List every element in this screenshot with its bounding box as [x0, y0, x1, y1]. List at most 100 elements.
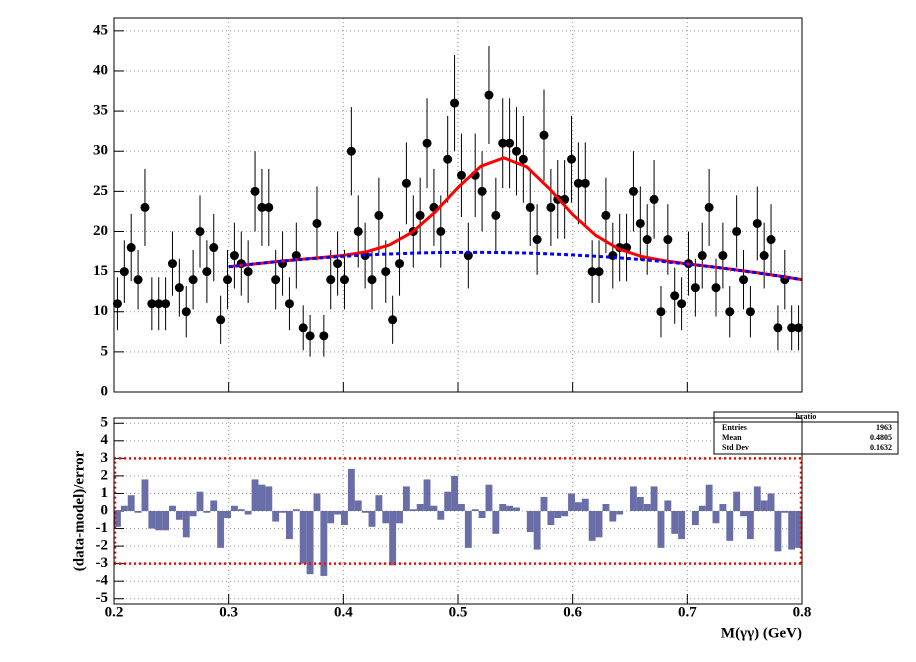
- data-point: [195, 226, 205, 236]
- data-point: [704, 202, 714, 212]
- y-tick-label: -4: [96, 573, 109, 589]
- bar: [499, 503, 507, 511]
- data-point: [752, 218, 762, 228]
- data-point: [443, 154, 453, 164]
- data-point: [450, 98, 460, 108]
- data-point: [573, 178, 583, 188]
- bar: [753, 486, 761, 511]
- bar: [402, 486, 410, 511]
- x-tick-label: 0.4: [334, 604, 353, 620]
- data-point: [326, 275, 336, 285]
- data-point: [511, 146, 521, 156]
- data-point: [381, 267, 391, 277]
- bar: [636, 496, 644, 511]
- data-point: [284, 299, 294, 309]
- data-point: [732, 226, 742, 236]
- data-point: [367, 275, 377, 285]
- bar: [568, 493, 575, 511]
- bar: [478, 511, 486, 519]
- bar: [306, 511, 314, 575]
- data-point: [346, 146, 356, 156]
- frame: [113, 417, 803, 605]
- data-point: [642, 235, 652, 245]
- bar: [279, 511, 286, 513]
- bar: [286, 511, 293, 540]
- bar: [347, 468, 355, 511]
- y-tick-label: -1: [96, 520, 109, 536]
- bar: [189, 511, 197, 517]
- data-point: [725, 307, 735, 317]
- data-point: [188, 275, 198, 285]
- data-point: [525, 202, 535, 212]
- bar: [691, 511, 699, 526]
- data-point: [174, 283, 184, 293]
- bar: [705, 484, 713, 511]
- bar: [437, 511, 445, 520]
- bar: [458, 503, 465, 511]
- data-point: [656, 307, 666, 317]
- bar: [210, 500, 218, 511]
- y-tick-label: 45: [93, 22, 108, 38]
- data-point: [670, 291, 680, 301]
- bar: [471, 509, 479, 511]
- bar: [292, 509, 300, 511]
- bar: [175, 511, 183, 520]
- data-point: [250, 186, 260, 196]
- bar: [230, 505, 238, 511]
- bar: [547, 511, 555, 526]
- bar: [251, 479, 259, 511]
- bar: [678, 511, 686, 540]
- data-point: [463, 251, 473, 261]
- data-point: [119, 267, 129, 277]
- fit-curve: [228, 250, 803, 282]
- data-point: [505, 138, 515, 148]
- data-point: [456, 170, 466, 180]
- bar: [712, 511, 720, 524]
- data-point: [305, 331, 315, 341]
- data-point: [546, 202, 556, 212]
- y-axis-title: (data-model)/error: [71, 450, 87, 571]
- x-tick-label: 0.5: [449, 604, 468, 620]
- y-tick-label: 10: [93, 303, 108, 319]
- stats-label: Entries: [722, 423, 747, 432]
- bar: [114, 511, 121, 527]
- data-point: [436, 226, 446, 236]
- data-point: [491, 210, 501, 220]
- data-point: [697, 251, 707, 261]
- data-point: [690, 283, 700, 293]
- data-point: [484, 90, 494, 100]
- bar: [554, 511, 562, 519]
- bar: [196, 491, 204, 511]
- bar: [334, 511, 342, 515]
- bar: [258, 484, 266, 511]
- bar: [630, 486, 637, 511]
- data-point: [223, 275, 233, 285]
- bar: [120, 505, 128, 511]
- bar: [134, 511, 142, 513]
- bar: [368, 511, 376, 527]
- bar: [643, 503, 651, 511]
- data-point: [181, 307, 191, 317]
- y-tick-label: 25: [93, 183, 108, 199]
- data-point: [298, 323, 308, 333]
- data-point: [649, 194, 659, 204]
- bar: [588, 511, 596, 541]
- bar: [746, 511, 754, 540]
- y-tick-label: 15: [93, 263, 108, 279]
- data-point: [580, 178, 590, 188]
- bar: [726, 511, 734, 541]
- y-tick-label: -5: [96, 590, 109, 606]
- bar: [609, 511, 617, 522]
- bar: [265, 486, 273, 511]
- bar: [740, 511, 747, 517]
- bar: [299, 511, 307, 564]
- bar: [767, 493, 775, 511]
- data-point: [794, 323, 804, 333]
- data-point: [395, 259, 405, 269]
- x-tick-label: 0.8: [793, 604, 812, 620]
- stats-label: Mean: [722, 433, 742, 442]
- data-point: [312, 218, 322, 228]
- bar: [444, 491, 452, 511]
- y-tick-label: 1: [101, 485, 109, 501]
